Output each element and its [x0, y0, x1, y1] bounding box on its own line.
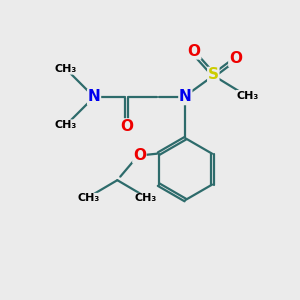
- Text: O: O: [120, 119, 133, 134]
- Text: CH₃: CH₃: [236, 91, 258, 100]
- Text: N: N: [88, 89, 100, 104]
- Text: O: O: [188, 44, 201, 59]
- Text: CH₃: CH₃: [55, 120, 77, 130]
- Text: S: S: [208, 68, 219, 82]
- Text: N: N: [179, 89, 192, 104]
- Text: CH₃: CH₃: [78, 194, 100, 203]
- Text: O: O: [133, 148, 146, 163]
- Text: O: O: [229, 51, 242, 66]
- Text: CH₃: CH₃: [55, 64, 77, 74]
- Text: CH₃: CH₃: [135, 194, 157, 203]
